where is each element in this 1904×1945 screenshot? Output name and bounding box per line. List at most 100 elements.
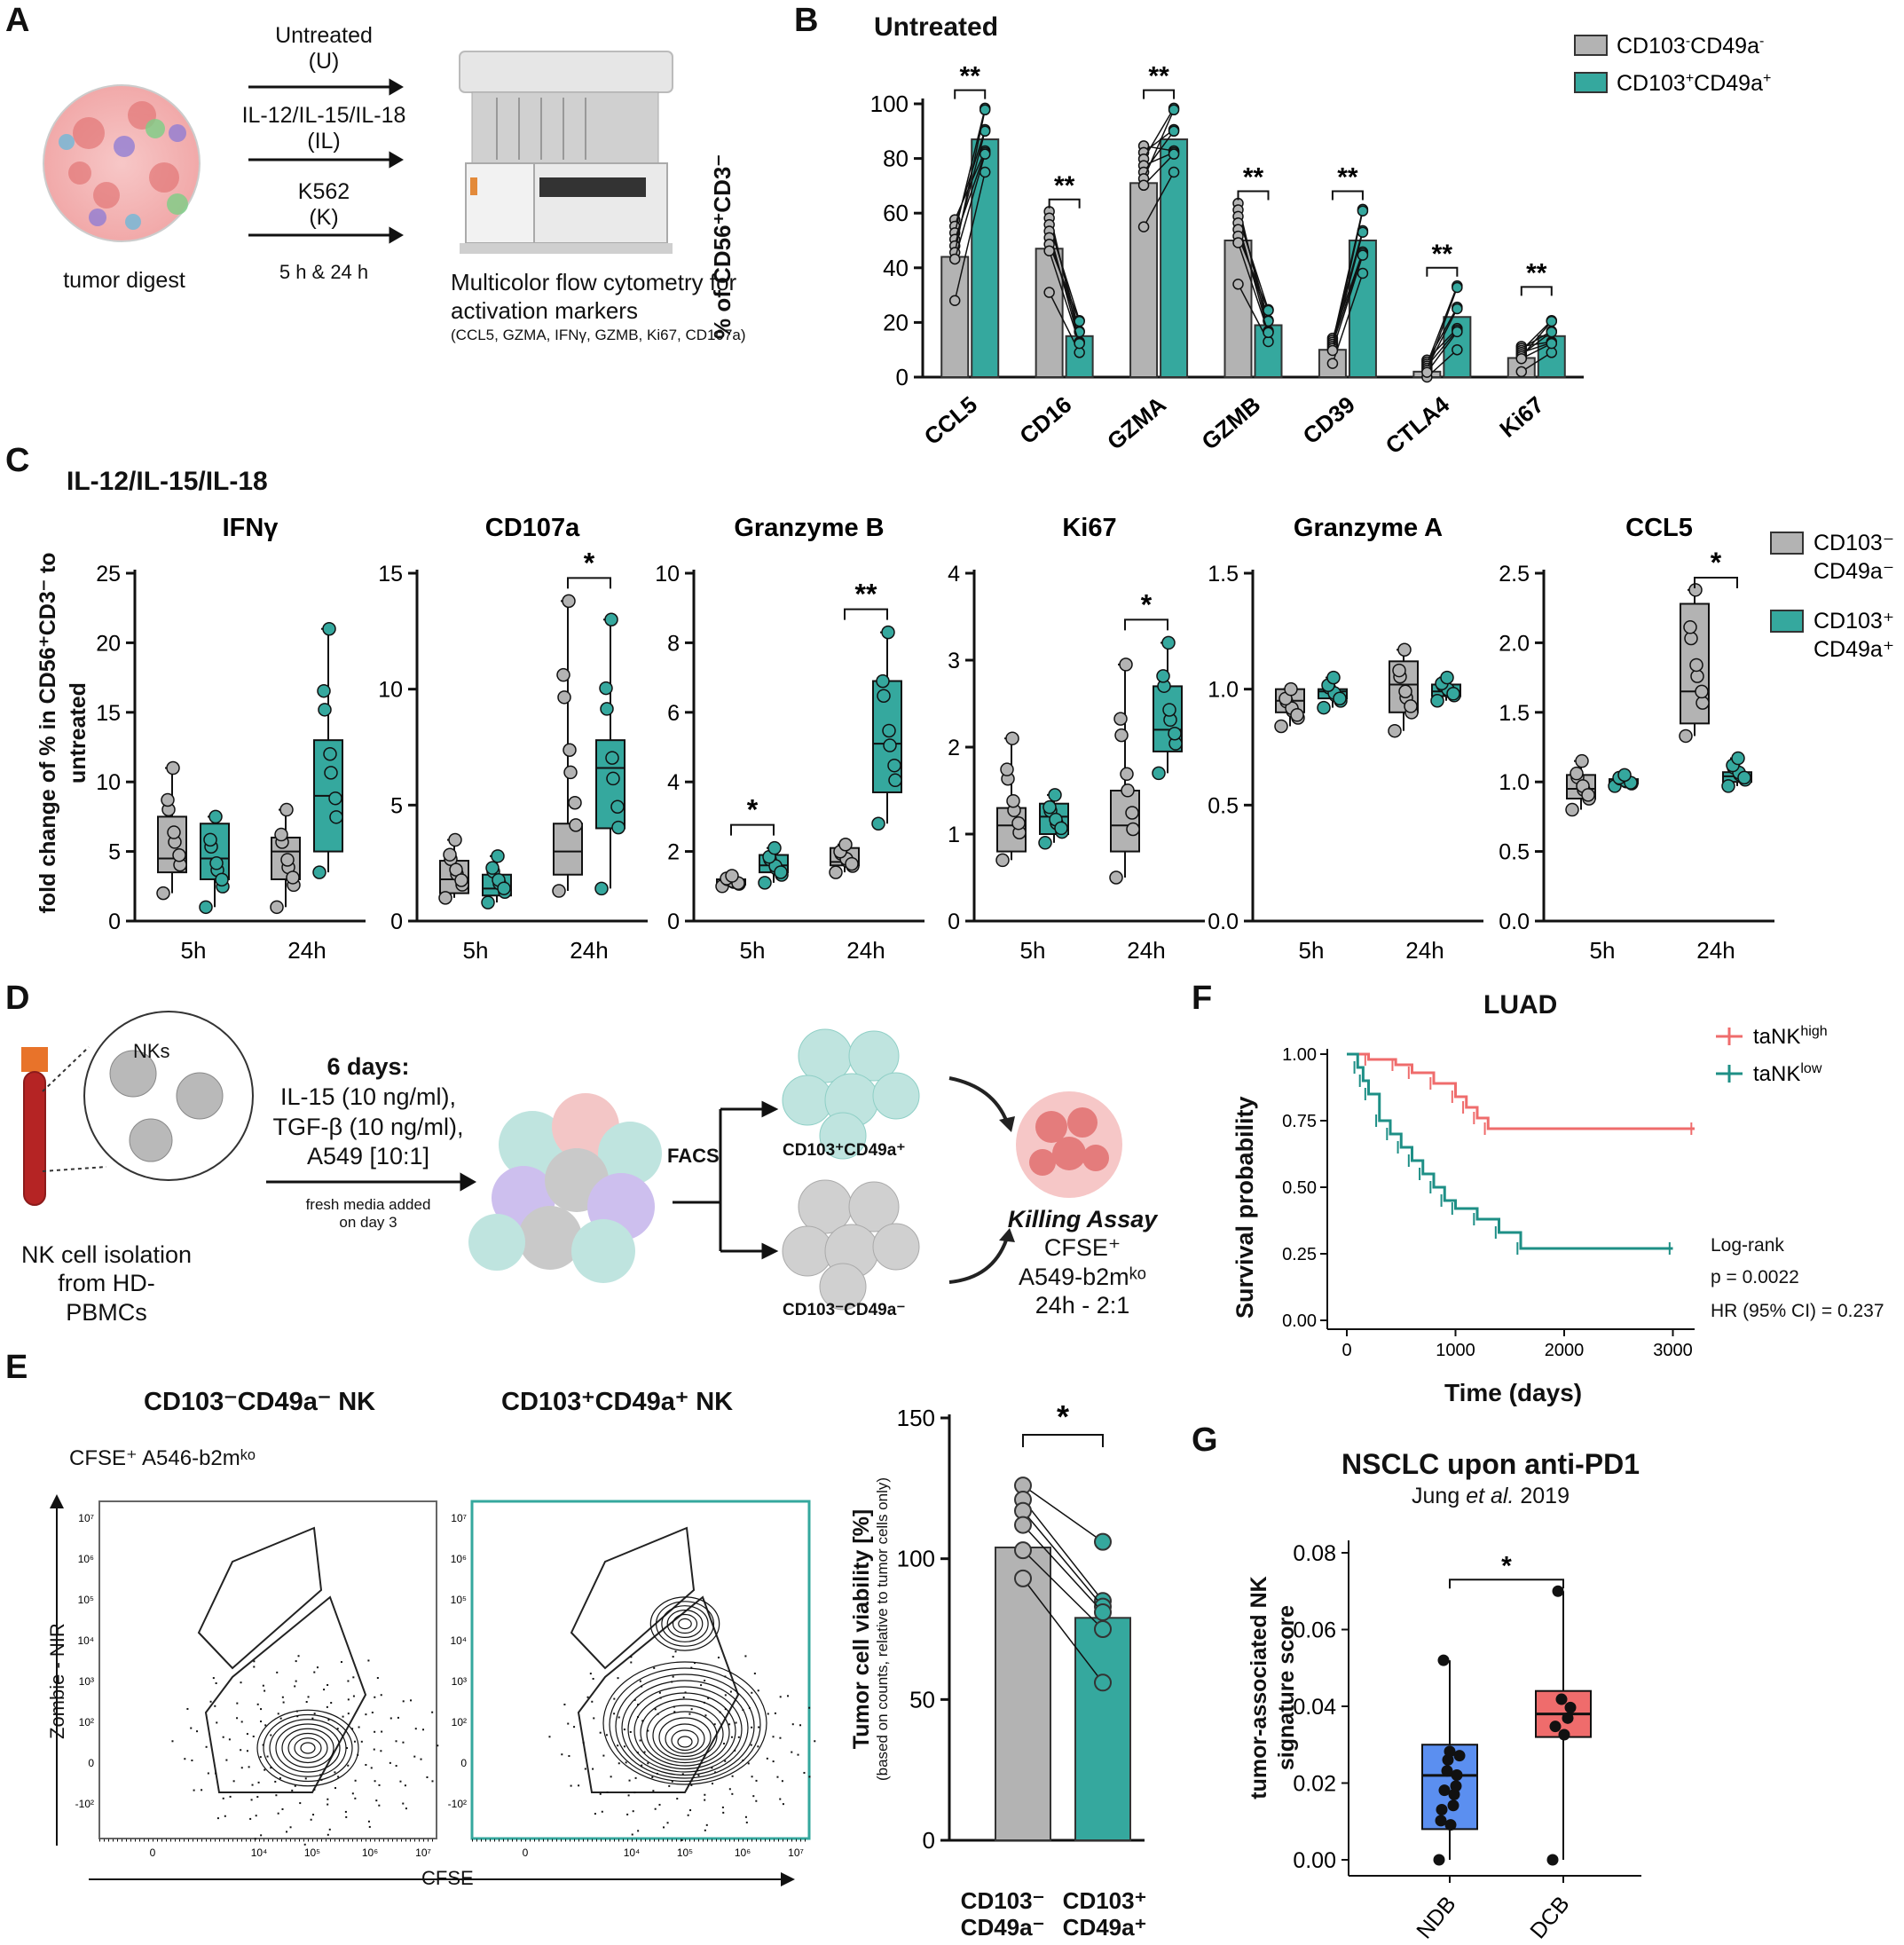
g-point [1451,1769,1463,1782]
e-cat-pos-2: CD49a⁺ [1062,1913,1147,1941]
c-point [1048,788,1062,802]
b-point-teal [1263,304,1274,317]
c-point [161,792,175,807]
e-flow-ytick: 10³ [79,1675,94,1688]
c-point [881,625,895,640]
e-flow-xtick: 10⁷ [415,1847,431,1859]
c-point [610,799,625,815]
c-point [877,689,891,703]
g-ytick-label: 0.04 [1293,1695,1336,1720]
c-point [1683,620,1697,634]
e-event-dot [641,1685,643,1688]
b-legend-part: CD49a [1690,34,1759,59]
c-point [286,870,300,885]
b-point-gray [1421,366,1433,378]
c-point [1617,768,1632,783]
e-event-dot [668,1784,671,1787]
g-point [1552,1585,1564,1597]
e-event-dot [774,1712,776,1714]
e-flow-ytick: 0 [88,1757,94,1769]
c-point [328,791,342,806]
e-event-dot [719,1711,721,1713]
e-event-dot [380,1750,382,1752]
e-event-dot [751,1726,753,1728]
c-point [1274,719,1288,734]
e-event-dot [724,1675,727,1678]
e-contour [621,1680,749,1776]
g-point [1453,1750,1466,1762]
e-event-dot [803,1771,806,1774]
g-point [1438,1784,1451,1797]
e-event-dot [295,1680,297,1682]
e-contour [658,1717,712,1758]
e-contour [287,1732,328,1764]
e-event-dot [316,1666,319,1669]
c-point [611,820,625,835]
c-point [1695,684,1709,699]
e-event-dot [639,1739,641,1742]
e-event-dot [352,1676,355,1679]
c-legend-label: CD103⁺ [1814,609,1894,634]
e-bar [1074,1617,1131,1841]
c-subplot-title: Granzyme B [734,514,884,542]
c-point [1679,728,1693,744]
nks-label: NKs [133,1040,170,1062]
c-ytick-label: 5 [108,840,121,865]
e-event-dot [184,1758,186,1760]
e-contour [646,1705,724,1764]
e-event-dot [752,1795,755,1798]
e-event-dot [256,1796,259,1799]
c-point [438,891,452,905]
c-point [888,773,902,788]
e-contour [615,1673,755,1779]
e-contour [602,1661,767,1785]
e-event-dot [327,1719,330,1721]
e-event-dot [666,1822,669,1824]
e-event-dot [745,1821,748,1823]
e-event-dot [599,1792,602,1795]
c-ytick-label: 20 [96,631,121,656]
b-point-teal [1168,148,1180,160]
e-contour [672,1613,698,1634]
tumor-digest-label: tumor digest [63,268,185,293]
e-flow-xtick: 10⁵ [677,1847,693,1859]
e-event-dot [327,1803,329,1806]
e-cat-pos-1: CD103⁺ [1062,1887,1147,1914]
e-event-dot [601,1810,603,1813]
c-point [1404,699,1418,713]
killing-assay-ratio: 24h - 2:1 [1035,1292,1130,1319]
c-point [1392,663,1406,678]
f-xlabel: Time (days) [1444,1379,1583,1406]
e-contour [677,1736,693,1748]
e-event-dot [700,1684,703,1687]
e-event-dot [216,1721,218,1724]
c-point [1284,681,1298,697]
e-event-dot [589,1673,592,1675]
g-point [1549,1721,1562,1733]
e-event-dot [641,1720,644,1722]
c-group-label: 24h [570,937,608,964]
e-event-dot [375,1799,378,1802]
e-event-dot [405,1807,407,1810]
e-event-dot [791,1723,794,1726]
e-event-dot [294,1784,296,1787]
e-event-dot [228,1738,231,1741]
e-event-dot [232,1780,235,1783]
b-point-teal [1357,249,1369,261]
g-point [1441,1765,1453,1777]
e-event-dot [171,1740,174,1743]
e-event-dot [346,1747,348,1749]
e-point-gray [1014,1516,1032,1534]
b-point-gray [948,253,961,265]
e-flow-xtick: 0 [150,1847,156,1859]
f-xtick-label: 1000 [1436,1341,1475,1360]
c-point [599,681,613,696]
killing-assay-title: Killing Assay [1007,1206,1158,1232]
c-sig-label: * [584,547,595,579]
condition-untreated: Untreated [275,23,373,48]
c-point [1114,728,1129,743]
b-sig-label: ** [960,62,981,91]
e-event-dot [347,1698,350,1701]
e-event-dot [779,1798,782,1800]
